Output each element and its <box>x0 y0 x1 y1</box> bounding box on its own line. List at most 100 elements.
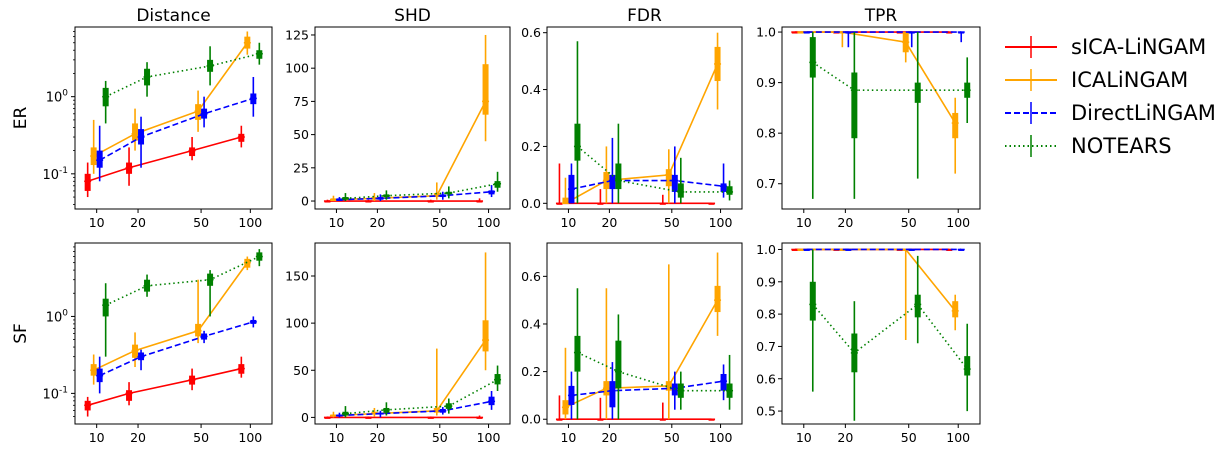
column-title: Distance <box>136 6 210 26</box>
x-tick-label: 100 <box>709 215 733 230</box>
subplot-er-fdr: 0.0 0.2 0.4 0.6 10 20 50 100 <box>521 25 743 230</box>
axes-frame <box>781 242 981 425</box>
row-label: ER <box>11 107 31 130</box>
y-tick-label: 150 <box>285 268 309 283</box>
data-box <box>574 335 581 372</box>
x-tick-label: 50 <box>193 430 209 445</box>
legend-item: NOTEARS <box>1005 129 1216 162</box>
x-tick-label: 20 <box>130 215 146 230</box>
y-tick-label: 0.2 <box>521 139 541 154</box>
series-line <box>339 190 492 201</box>
data-box <box>574 123 581 161</box>
subplot-sf-shd: 0 50 100 150 10 20 50 100 <box>285 242 511 445</box>
y-tick-label: 0 <box>301 194 309 209</box>
data-box <box>482 320 489 352</box>
x-tick-label: 100 <box>946 215 970 230</box>
data-box <box>720 183 727 192</box>
data-box <box>720 373 727 391</box>
series-line <box>565 63 719 205</box>
legend-label: sICA-LiNGAM <box>1071 34 1207 59</box>
data-box <box>189 147 196 157</box>
series-line <box>87 136 242 183</box>
axes-frame <box>546 242 743 425</box>
x-tick-label: 50 <box>901 215 917 230</box>
y-tick-label: 50 <box>293 363 309 378</box>
data-box <box>615 163 622 190</box>
series-line <box>345 182 498 200</box>
x-tick-label: 10 <box>560 215 576 230</box>
data-box <box>952 112 959 139</box>
x-tick-label: 50 <box>901 430 917 445</box>
y-tick-label: 0.6 <box>756 371 776 386</box>
y-tick-label: 25 <box>293 160 309 175</box>
column-title: SHD <box>394 6 431 26</box>
series-line <box>345 378 498 415</box>
x-tick-label: 10 <box>796 430 812 445</box>
data-box <box>851 72 858 139</box>
series-line <box>87 367 242 407</box>
y-tick-label: 1.0 <box>756 25 776 40</box>
x-tick-label: 50 <box>193 215 209 230</box>
x-tick-label: 20 <box>601 430 617 445</box>
axes-frame <box>314 26 511 210</box>
y-tick-label: 0.5 <box>756 404 776 419</box>
y-tick-label: 0.9 <box>756 75 776 90</box>
data-box <box>671 174 678 192</box>
x-tick-label: 20 <box>369 430 385 445</box>
y-tick-label: 0.8 <box>756 126 776 141</box>
legend-swatch <box>1005 134 1057 157</box>
series-line <box>800 31 956 124</box>
x-tick-label: 10 <box>328 430 344 445</box>
x-tick-label: 50 <box>432 215 448 230</box>
subplot-sf-tpr: 0.5 0.6 0.7 0.8 0.9 1.0 10 20 50 100 <box>756 242 981 445</box>
y-tick-label: 0.2 <box>521 364 541 379</box>
series-line <box>339 400 492 417</box>
legend-label: ICALiNGAM <box>1071 67 1189 92</box>
data-box <box>914 294 921 318</box>
legend-item: sICA-LiNGAM <box>1005 30 1216 63</box>
x-tick-label: 20 <box>837 215 853 230</box>
x-tick-label: 100 <box>477 215 501 230</box>
series-line <box>812 303 968 370</box>
subplot-sf-distance: 10-1 100 10 20 50 100 <box>42 242 273 445</box>
y-tick-label: 0.9 <box>756 274 776 289</box>
y-tick-label: 0.0 <box>521 196 541 211</box>
series-line <box>99 97 254 161</box>
y-tick-label: 10-1 <box>42 166 68 183</box>
data-box <box>102 298 109 317</box>
series-line <box>99 321 254 377</box>
legend-swatch <box>1005 101 1057 124</box>
legend-label: DirectLiNGAM <box>1071 100 1216 125</box>
x-tick-label: 20 <box>130 430 146 445</box>
subplot-sf-fdr: 0.0 0.2 0.4 0.6 10 20 50 100 <box>521 242 743 445</box>
x-tick-label: 10 <box>89 430 105 445</box>
y-tick-label: 100 <box>46 89 69 106</box>
x-tick-label: 50 <box>432 430 448 445</box>
x-tick-label: 100 <box>709 430 733 445</box>
x-tick-label: 20 <box>837 430 853 445</box>
subplot-er-tpr: 0.7 0.8 0.9 1.0 10 20 50 100 <box>756 25 981 230</box>
series-line <box>571 179 724 190</box>
data-box <box>482 64 489 115</box>
series-line <box>93 42 248 157</box>
legend-item: DirectLiNGAM <box>1005 96 1216 129</box>
data-box <box>952 301 959 318</box>
y-tick-label: 50 <box>293 127 309 142</box>
x-tick-label: 20 <box>601 215 617 230</box>
legend: sICA-LiNGAM ICALiNGAM DirectLiNGAM NOTEA… <box>1005 30 1216 162</box>
data-box <box>726 186 733 195</box>
legend-swatch <box>1005 35 1057 58</box>
data-box <box>677 183 684 198</box>
data-box <box>96 150 103 168</box>
y-tick-label: 100 <box>285 316 309 331</box>
series-line <box>800 248 956 312</box>
series-line <box>576 145 730 193</box>
column-title: TPR <box>864 6 898 26</box>
series-line <box>333 101 487 201</box>
data-box <box>809 37 816 78</box>
data-box <box>809 281 816 321</box>
data-box <box>615 340 622 389</box>
series-line <box>571 380 724 397</box>
x-tick-label: 10 <box>89 215 105 230</box>
